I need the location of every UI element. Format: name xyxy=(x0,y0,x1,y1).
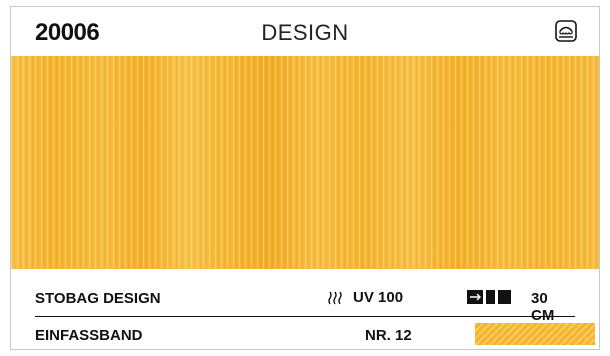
binding-tape-label: EINFASSBAND xyxy=(35,327,143,344)
binding-tape-row: EINFASSBAND NR. 12 xyxy=(35,316,595,353)
uv-info: UV 100 xyxy=(327,289,403,306)
article-number: 20006 xyxy=(35,19,100,46)
binding-tape-number: NR. 12 xyxy=(365,327,412,344)
fabric-width-icon xyxy=(467,290,511,304)
details-row: STOBAG DESIGN UV 100 30 CM xyxy=(35,280,575,324)
awning-icon[interactable] xyxy=(555,20,577,42)
binding-tape-swatch xyxy=(475,323,595,345)
collection-title: DESIGN xyxy=(261,20,349,45)
heat-waves-icon xyxy=(328,291,342,304)
product-name: STOBAG DESIGN xyxy=(35,290,161,307)
width-value: 30 CM xyxy=(531,290,555,324)
uv-label: UV 100 xyxy=(353,289,404,306)
fabric-card: 20006 DESIGN STOBAG DESIGN UV 100 30 CM xyxy=(10,6,600,350)
fabric-swatch xyxy=(11,56,599,269)
card-header: 20006 DESIGN xyxy=(11,7,599,55)
